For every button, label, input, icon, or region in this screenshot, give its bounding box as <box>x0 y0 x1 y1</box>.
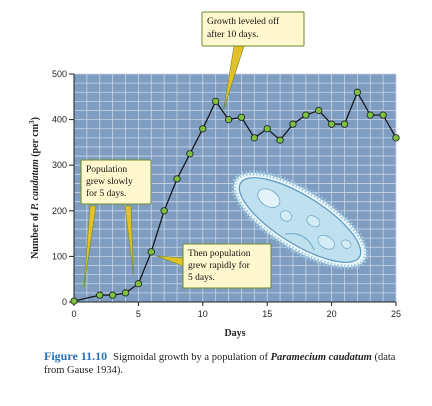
x-tick-label: 15 <box>262 309 272 319</box>
x-tick-label: 20 <box>327 309 337 319</box>
axis-ticks: 0 5 10 15 20 25 0 100 200 300 400 500 <box>52 69 401 319</box>
callout-box <box>201 11 305 47</box>
callout-pointer <box>83 205 97 288</box>
callout-box <box>80 159 152 205</box>
data-point <box>237 113 246 121</box>
y-axis-label: Number of P. caudatum (per cm3) <box>28 117 41 259</box>
data-points <box>70 88 400 305</box>
data-point <box>315 106 323 115</box>
x-tick-label: 5 <box>136 309 141 319</box>
callout-text: Population grew slowly for 5 days. <box>86 165 133 199</box>
data-point <box>289 120 297 128</box>
data-point <box>173 175 181 183</box>
data-point <box>276 136 284 144</box>
caption-species: Paramecium caudatum <box>270 352 372 363</box>
callout-leveled-off: Growth leveled off after 10 days. <box>201 11 305 110</box>
data-point <box>70 297 78 305</box>
callout-slow-growth: Population grew slowly for 5 days. <box>80 159 152 288</box>
callout-pointer <box>124 205 134 276</box>
callout-line: Growth leveled off <box>207 16 280 27</box>
data-point <box>392 134 400 142</box>
data-point <box>366 111 374 119</box>
data-point <box>340 120 349 128</box>
callout-line: for 5 days. <box>86 188 126 199</box>
data-point <box>186 150 194 158</box>
data-point <box>302 111 310 119</box>
data-point <box>353 88 361 96</box>
data-point <box>327 120 336 128</box>
figure-number: Figure 11.10 <box>44 349 108 363</box>
data-point <box>224 116 233 124</box>
y-tick-label: 300 <box>52 160 67 170</box>
x-axis-label: Days <box>224 328 245 339</box>
callout-line: grew slowly <box>86 177 133 187</box>
callout-box <box>182 243 272 289</box>
x-tick-label: 25 <box>391 309 401 319</box>
x-tick-label: 10 <box>198 309 208 319</box>
data-point <box>121 289 130 297</box>
data-point <box>134 280 142 288</box>
callout-text: Growth leveled off after 10 days. <box>207 16 280 40</box>
callout-line: grew rapidly for <box>188 260 251 271</box>
y-tick-label: 400 <box>52 115 67 125</box>
callout-line: 5 days. <box>188 273 215 283</box>
callout-line: Then population <box>188 249 251 259</box>
y-tick-label: 100 <box>52 251 67 261</box>
figure-caption: Figure 11.10 Sigmoidal growth by a popula… <box>44 350 414 377</box>
caption-text: Sigmoidal growth by a population of <box>113 352 271 363</box>
callout-line: after 10 days. <box>207 29 258 40</box>
data-point <box>109 291 117 299</box>
data-point <box>263 125 271 133</box>
callout-rapid-growth: Then population grew rapidly for 5 days. <box>156 243 272 289</box>
callout-line: Population <box>86 165 127 175</box>
data-point <box>379 111 387 119</box>
y-tick-label: 0 <box>62 297 67 307</box>
data-point <box>199 125 207 133</box>
data-point <box>96 291 104 299</box>
y-tick-label: 200 <box>52 206 67 216</box>
data-point <box>212 97 220 105</box>
caption-source: (data from Gause 1934). <box>44 352 396 376</box>
x-tick-label: 0 <box>71 309 76 319</box>
data-point <box>250 134 258 142</box>
data-point <box>147 248 155 256</box>
data-point <box>160 207 168 215</box>
callout-text: Then population grew rapidly for 5 days. <box>188 249 251 283</box>
y-tick-label: 500 <box>52 69 67 79</box>
